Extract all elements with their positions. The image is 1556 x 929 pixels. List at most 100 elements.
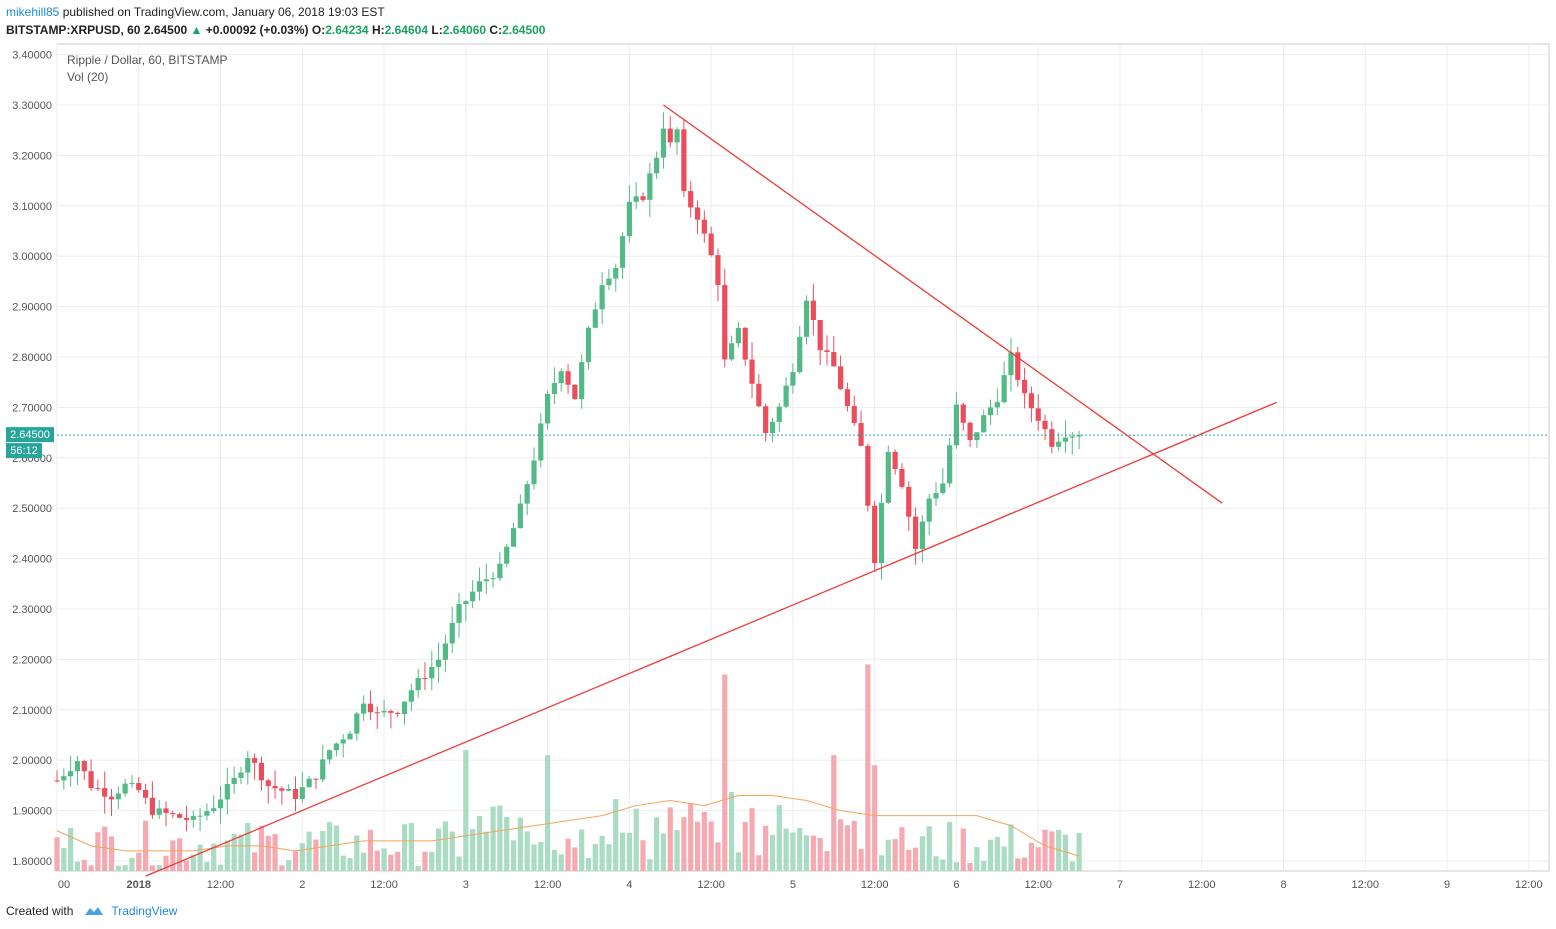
chart-title: Ripple / Dollar, 60, BITSTAMP (67, 53, 228, 67)
candle-body (1008, 352, 1014, 376)
candle-body (197, 815, 203, 817)
x-tick-label: 12:00 (697, 879, 725, 891)
price-change: +0.00092 (+0.03%) (205, 23, 309, 37)
volume-bar (933, 856, 939, 871)
volume-bar (674, 830, 680, 871)
y-tick-label: 2.40000 (12, 554, 52, 566)
volume-bar (340, 855, 346, 871)
close-label: C: (489, 23, 503, 37)
candle-body (299, 787, 305, 799)
volume-bar (470, 829, 476, 871)
x-tick-label: 12:00 (1188, 879, 1216, 891)
candle-body (54, 780, 60, 782)
candle-body (517, 503, 523, 529)
candle-body (74, 761, 81, 772)
volume-bar (838, 819, 844, 871)
volume-bar (401, 824, 408, 871)
footer: Created with TradingView (6, 904, 177, 918)
volume-bar (1049, 831, 1055, 871)
candle-body (742, 327, 748, 360)
candle-body (967, 422, 973, 441)
chart-legend: Ripple / Dollar, 60, BITSTAMP Vol (20) (67, 53, 228, 84)
volume-bar (524, 831, 530, 871)
volume-bar (108, 836, 115, 871)
candle-body (572, 384, 578, 400)
candle-body (647, 173, 653, 200)
y-tick-label: 1.80000 (12, 856, 52, 868)
candle-body (722, 285, 728, 360)
candlesticks (54, 112, 1082, 832)
candle-body (320, 759, 326, 780)
volume-ma-polyline (56, 794, 1080, 857)
volume-bar (885, 839, 891, 871)
volume-bar (654, 817, 660, 871)
candle-body (660, 128, 667, 158)
publisher-name[interactable]: mikehill85 (6, 5, 60, 19)
candle-body (592, 309, 598, 328)
volume-bar (824, 851, 830, 871)
countdown-tag-box (6, 443, 42, 459)
x-tick-label: 12:00 (1352, 879, 1380, 891)
candle-body (1035, 408, 1041, 421)
volume-bar (142, 820, 149, 871)
candle-body (633, 196, 639, 202)
candle-body (497, 563, 503, 579)
x-tick-label: 5 (790, 879, 796, 891)
candle-body (401, 701, 408, 715)
volume-bar (190, 854, 196, 871)
y-tick-label: 2.80000 (12, 352, 52, 364)
volume-bar (681, 817, 687, 871)
volume-bar (987, 839, 994, 871)
y-tick-label: 3.10000 (12, 201, 52, 213)
volume-bar (95, 832, 101, 871)
candle-body (163, 808, 169, 813)
candle-body (217, 799, 224, 809)
volume-bar (61, 848, 67, 871)
candle-body (728, 343, 735, 360)
candle-body (429, 666, 435, 679)
volume-bar (136, 852, 142, 871)
tradingview-link[interactable]: TradingView (111, 904, 178, 918)
candle-body (579, 362, 585, 400)
volume-bar (619, 832, 626, 871)
volume-bar (272, 834, 278, 871)
symbol-label[interactable]: BITSTAMP:XRPUSD, 60 (6, 23, 141, 37)
volume-bar (429, 851, 435, 871)
candle-body (95, 788, 101, 790)
volume-bar (381, 848, 387, 871)
candle-body (238, 772, 244, 778)
candle-body (878, 502, 885, 564)
candle-body (102, 788, 108, 797)
candle-body (606, 278, 612, 286)
volume-bar (449, 831, 455, 871)
volume-bar (810, 835, 816, 871)
volume-bar (797, 827, 803, 871)
volume-bar (694, 821, 701, 871)
candle-body (1069, 436, 1075, 438)
candle-body (694, 207, 701, 220)
candle-body (783, 385, 789, 407)
candle-body (865, 445, 871, 506)
x-tick-label: 7 (1117, 879, 1123, 891)
price-tags: 2.64500 56:12 (6, 427, 1549, 459)
trendlines[interactable] (145, 104, 1277, 877)
volume-bar (408, 822, 414, 871)
volume-bar (865, 664, 871, 871)
x-tick-label: 4 (626, 879, 632, 891)
candle-body (674, 129, 680, 143)
volume-bar (579, 829, 585, 871)
volume-bar (1035, 847, 1041, 871)
volume-bar (170, 840, 176, 871)
candle-body (408, 690, 414, 702)
volume-bar (333, 825, 339, 871)
candle-body (940, 483, 946, 494)
candle-body (361, 703, 367, 714)
candle-body (510, 528, 517, 547)
candle-body (292, 788, 299, 799)
volume-bar (851, 820, 857, 871)
volume-bar (265, 835, 271, 871)
candle-body (824, 350, 830, 353)
candle-body (545, 393, 551, 424)
volume-bar (306, 831, 312, 871)
